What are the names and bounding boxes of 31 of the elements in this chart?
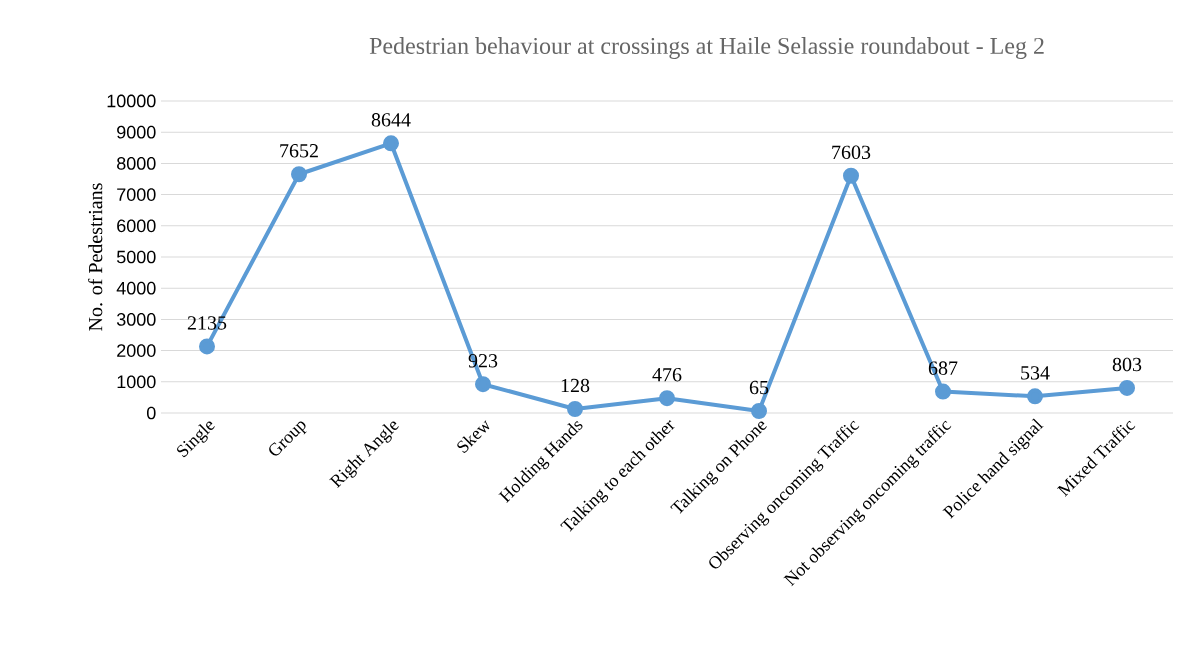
y-tick-label: 4000	[116, 281, 156, 295]
point	[1027, 388, 1044, 405]
point	[935, 383, 952, 400]
data-label: 476	[652, 368, 682, 382]
point	[659, 390, 675, 407]
point	[383, 135, 399, 152]
chart-title: Pedestrian behaviour at crossings at Haile Selassie roundabout - Leg 2	[369, 37, 1044, 59]
data-label: 7652	[280, 144, 318, 158]
y-tick-label: 1000	[117, 375, 156, 389]
point	[567, 401, 583, 417]
data-label: 128	[561, 378, 590, 393]
point	[291, 166, 307, 183]
y-tick-label: 5000	[116, 250, 156, 264]
data-label: 803	[1112, 357, 1142, 372]
y-tick-label: 7000	[117, 188, 156, 201]
y-tick-label: 9000	[117, 125, 156, 139]
point	[1119, 379, 1136, 396]
point	[751, 402, 768, 419]
data-label: 7603	[832, 145, 871, 160]
y-tick-label: 2000	[117, 344, 156, 357]
data-label: 8644	[371, 113, 411, 127]
y-tick-label: 8000	[117, 157, 156, 170]
point	[199, 338, 215, 355]
point	[843, 167, 860, 184]
y-axis-title: No. of Pedestrians	[88, 183, 103, 331]
y-tick-label: 0	[146, 406, 156, 420]
y-tick-label: 6000	[117, 219, 156, 233]
point	[475, 376, 491, 393]
y-tick-label: 3000	[116, 313, 156, 326]
y-tick-label: 10000	[107, 94, 156, 108]
data-label: 534	[1021, 366, 1050, 380]
